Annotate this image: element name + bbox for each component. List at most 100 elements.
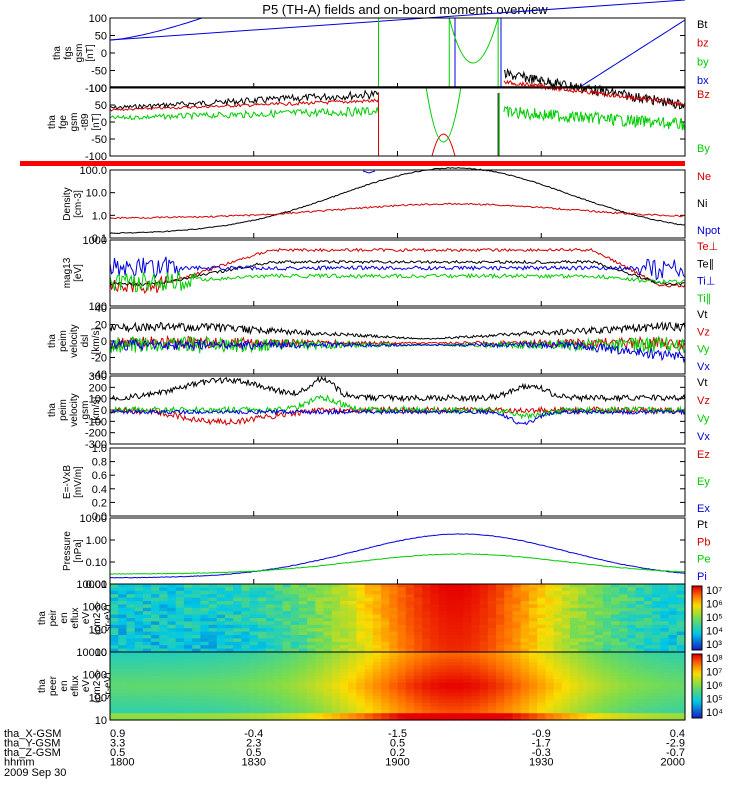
heatmap-cell [216,604,226,609]
heatmap-cell [233,597,243,602]
heatmap-cell [528,669,538,673]
heatmap-cell [372,716,382,721]
heatmap-cell [183,614,193,619]
heatmap-cell [348,703,358,707]
heatmap-cell [471,699,481,704]
heatmap-cell [611,686,620,690]
heatmap-cell [570,686,579,690]
heatmap-cell [430,706,440,711]
heatmap-cell [602,611,612,616]
panel-frame [109,87,686,157]
heatmap-cell [611,706,620,711]
heatmap-cell [364,628,374,633]
heatmap-cell [200,601,210,605]
heatmap-cell [225,611,234,616]
heatmap-cell [405,686,415,690]
heatmap-cell [208,716,218,721]
heatmap-cell [348,587,358,592]
heatmap-cell [578,601,588,605]
heatmap-cell [364,709,374,714]
heatmap-cell [512,716,522,721]
heatmap-cell [134,652,144,656]
heatmap-cell [496,709,505,714]
heatmap-cell [298,679,308,684]
heatmap-cell [307,584,316,588]
heatmap-cell [364,601,374,605]
heatmap-cell [183,624,193,629]
heatmap-cell [233,631,243,636]
heatmap-cell [422,658,431,663]
heatmap-cell [175,696,185,701]
heatmap-cell [430,584,440,588]
heatmap-cell [266,716,275,721]
heatmap-cell [372,597,382,602]
heatmap-cell [660,703,670,707]
heatmap-cell [257,621,267,626]
heatmap-cell [110,675,119,680]
colorbar-cell [692,671,702,674]
heatmap-cell [594,648,604,653]
heatmap-cell [545,601,555,605]
heatmap-cell [586,689,596,694]
heatmap-cell [479,662,489,667]
heatmap-cell [430,662,440,667]
heatmap-cell [134,638,144,643]
heatmap-cell [323,713,333,718]
heatmap-cell [348,597,358,602]
heatmap-cell [282,709,292,714]
heatmap-cell [315,601,325,605]
heatmap-cell [356,645,366,650]
heatmap-cell [405,635,415,639]
heatmap-cell [208,669,218,673]
heatmap-cell [463,638,473,643]
heatmap-cell [660,638,670,643]
heatmap-cell [405,692,415,697]
heatmap-cell [233,713,243,718]
heatmap-cell [570,594,579,599]
heatmap-cell [561,709,571,714]
heatmap-cell [413,709,423,714]
heatmap-cell [118,689,128,694]
heatmap-cell [307,648,316,653]
heatmap-cell [570,638,579,643]
heatmap-cell [307,601,316,605]
heatmap-cell [142,706,152,711]
ni-series [109,167,686,235]
heatmap-cell [578,624,588,629]
heatmap-cell [528,604,538,609]
heatmap-cell [290,635,300,639]
heatmap-cell [528,699,538,704]
heatmap-cell [668,716,678,721]
heatmap-cell [307,689,316,694]
heatmap-cell [504,682,514,687]
heatmap-cell [175,658,185,663]
heatmap-cell [463,689,473,694]
heatmap-cell [528,665,538,670]
heatmap-cell [594,706,604,711]
heatmap-cell [578,706,588,711]
heatmap-cell [356,716,366,721]
axis-label: eflux [70,607,81,628]
heatmap-cell [438,669,448,673]
heatmap-cell [487,611,497,616]
heatmap-cell [537,624,546,629]
heatmap-cell [134,696,144,701]
heatmap-cell [676,709,686,714]
heatmap-cell [660,686,670,690]
heatmap-cell [159,641,169,646]
heatmap-cell [602,645,612,650]
heatmap-cell [487,655,497,660]
heatmap-cell [561,628,571,633]
heatmap-cell [249,621,259,626]
heatmap-cell [578,614,588,619]
heatmap-cell [241,675,251,680]
heatmap-cell [225,597,234,602]
heatmap-cell [249,645,259,650]
x-row-value: -1.5 [388,728,407,740]
heatmap-cell [159,587,169,592]
heatmap-cell [643,604,653,609]
heatmap-cell [175,618,185,622]
heatmap-cell [364,706,374,711]
heatmap-cell [397,689,407,694]
heatmap-cell [356,638,366,643]
